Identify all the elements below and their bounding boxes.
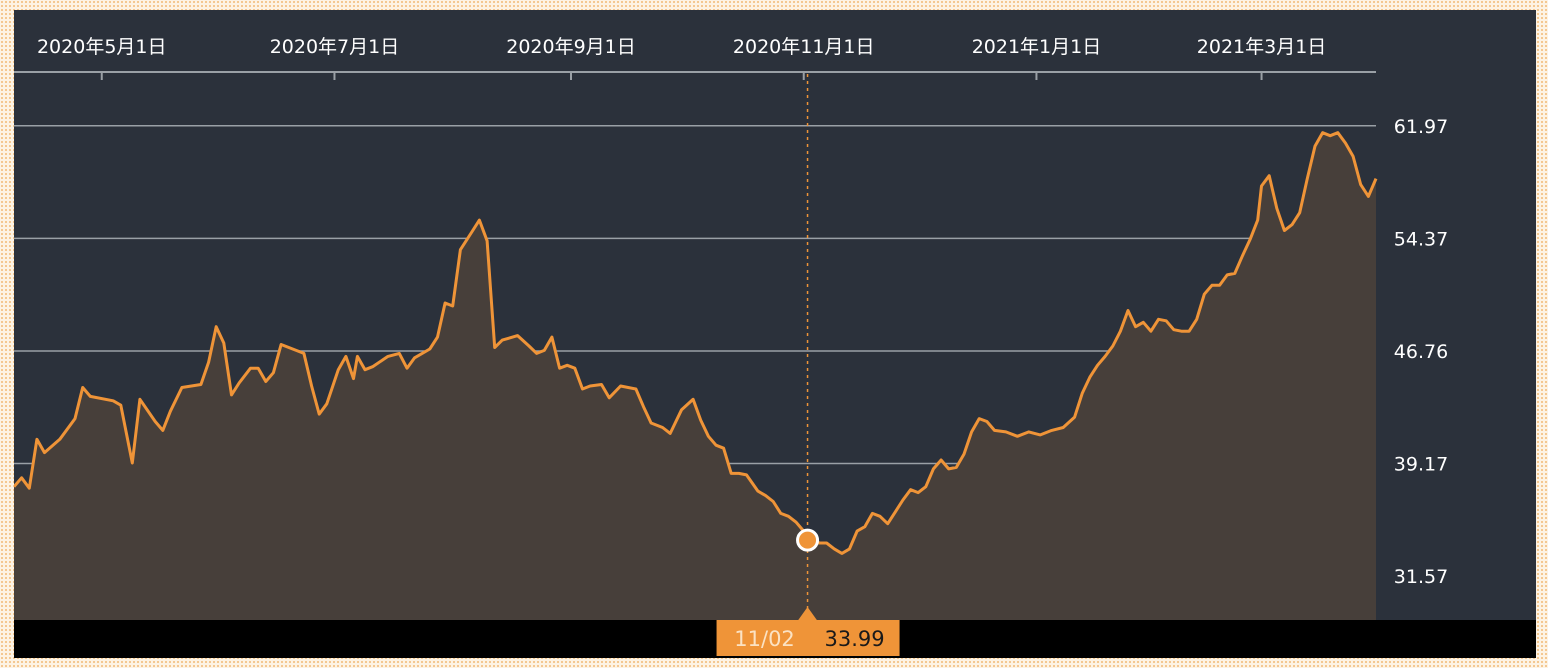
price-chart[interactable]: 2020年5月1日 2020年7月1日 2020年9月1日 2020年11月1日 202…: [14, 10, 1536, 658]
y-tick-label: 54.37: [1394, 228, 1448, 250]
cursor-tooltip: 11/02 33.99: [716, 607, 900, 656]
price-area: [14, 132, 1376, 620]
x-tick-label: 2020年11月1日: [733, 36, 875, 58]
tooltip-value: 33.99: [824, 627, 884, 651]
x-axis: 2020年5月1日 2020年7月1日 2020年9月1日 2020年11月1日 202…: [37, 36, 1326, 80]
tooltip-pointer: [797, 607, 818, 621]
x-tick-label: 2020年5月1日: [37, 36, 167, 58]
y-tick-label: 31.57: [1394, 566, 1448, 588]
x-tick-label: 2021年1月1日: [972, 36, 1102, 58]
y-tick-label: 39.17: [1394, 453, 1448, 475]
chart-panel: 2020年5月1日 2020年7月1日 2020年9月1日 2020年11月1日 202…: [14, 10, 1536, 658]
cursor-point-marker: [796, 528, 820, 552]
x-tick-label: 2020年7月1日: [270, 36, 400, 58]
y-axis: 61.97 54.37 46.76 39.17 31.57: [1394, 116, 1448, 588]
y-tick-label: 46.76: [1394, 341, 1448, 363]
tooltip-date: 11/02: [734, 627, 795, 651]
price-line: [14, 131, 1378, 555]
x-tick-label: 2021年3月1日: [1197, 36, 1327, 58]
x-tick-label: 2020年9月1日: [506, 36, 636, 58]
tooltip-box: [716, 620, 900, 656]
y-tick-label: 61.97: [1394, 116, 1448, 138]
